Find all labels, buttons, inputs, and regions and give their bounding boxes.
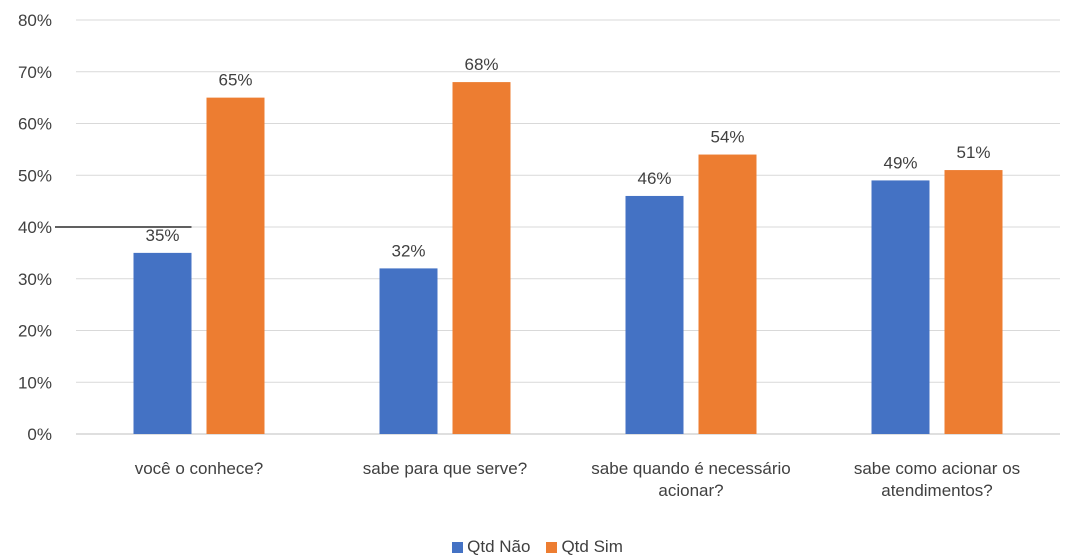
x-tick-label: sabe como acionar os xyxy=(854,459,1020,478)
x-tick-label: sabe quando é necessário xyxy=(591,459,790,478)
y-tick-label: 20% xyxy=(18,322,52,341)
bar xyxy=(133,252,192,434)
x-tick-label: atendimentos? xyxy=(881,481,993,500)
data-label: 46% xyxy=(637,169,671,188)
data-labels: 35% 65% 32% 68% 46% 54% 49% 51% xyxy=(145,55,990,260)
y-tick-label: 60% xyxy=(18,115,52,134)
chart-canvas: 0% 10% 20% 30% 40% 50% 60% 70% 80% 35% 65% 32% 68% 4… xyxy=(18,11,1060,500)
bars xyxy=(133,82,1003,435)
bar xyxy=(625,195,684,434)
bar xyxy=(379,268,438,434)
data-label: 49% xyxy=(883,153,917,172)
y-tick-label: 50% xyxy=(18,166,52,185)
y-tick-label: 0% xyxy=(27,425,52,444)
y-tick-label: 30% xyxy=(18,270,52,289)
data-label: 54% xyxy=(710,128,744,147)
legend-item-series-1: Qtd Sim xyxy=(546,537,623,557)
y-tick-label: 10% xyxy=(18,373,52,392)
bar xyxy=(944,170,1003,434)
data-label: 51% xyxy=(956,143,990,162)
data-label: 68% xyxy=(464,55,498,74)
x-tick-label: acionar? xyxy=(658,481,723,500)
legend-swatch xyxy=(452,541,464,553)
bar xyxy=(452,82,511,434)
data-label: 32% xyxy=(391,241,425,260)
legend-label: Qtd Não xyxy=(467,537,531,556)
y-tick-label: 70% xyxy=(18,63,52,82)
bar xyxy=(698,154,757,435)
legend-label: Qtd Sim xyxy=(561,537,623,556)
x-axis-ticks: você o conhece? sabe para que serve? sabe … xyxy=(135,459,1020,500)
legend-item-series-0: Qtd Não xyxy=(452,537,530,557)
data-label: 65% xyxy=(218,71,252,90)
x-tick-label: você o conhece? xyxy=(135,459,264,478)
bar xyxy=(871,180,930,434)
data-label: 35% xyxy=(145,226,179,245)
x-tick-label: sabe para que serve? xyxy=(363,459,527,478)
legend-swatch xyxy=(546,541,558,553)
y-axis-ticks: 0% 10% 20% 30% 40% 50% 60% 70% 80% xyxy=(18,11,52,444)
y-tick-label: 40% xyxy=(18,218,52,237)
y-tick-label: 80% xyxy=(18,11,52,30)
legend: Qtd Não Qtd Sim xyxy=(0,536,1075,558)
bar xyxy=(206,97,265,434)
